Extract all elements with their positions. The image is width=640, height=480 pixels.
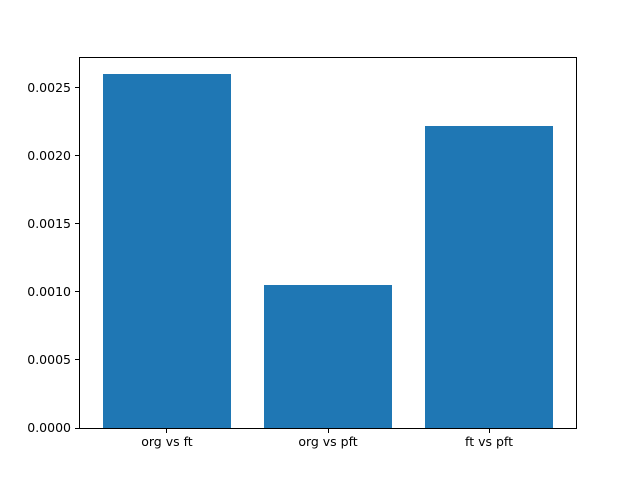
y-tick-mark (75, 427, 79, 429)
y-tick-mark (75, 223, 79, 225)
x-tick-label: org vs ft (141, 434, 193, 449)
x-tick-mark (327, 429, 329, 433)
y-tick-mark (75, 155, 79, 157)
y-tick-label: 0.0010 (27, 283, 71, 299)
y-tick-label: 0.0005 (27, 351, 71, 367)
y-tick-label: 0.0015 (27, 215, 71, 231)
y-tick-label: 0.0020 (27, 147, 71, 163)
plot-area: 0.0000 0.0005 0.0010 0.0015 0.0020 0.0025 org … (27, 57, 577, 448)
y-tick-label: 0.0025 (27, 79, 71, 95)
bar-1 (263, 285, 393, 428)
y-tick-mark (75, 291, 79, 293)
x-tick-mark (488, 429, 490, 433)
y-tick-label: 0.0000 (27, 419, 71, 435)
x-tick-label: org vs pft (298, 434, 358, 449)
y-tick-mark (75, 87, 79, 89)
x-tick-label: ft vs pft (465, 434, 514, 449)
bar-0 (102, 73, 232, 428)
y-tick-mark (75, 359, 79, 361)
bar-2 (424, 125, 554, 428)
x-tick-mark (166, 429, 168, 433)
